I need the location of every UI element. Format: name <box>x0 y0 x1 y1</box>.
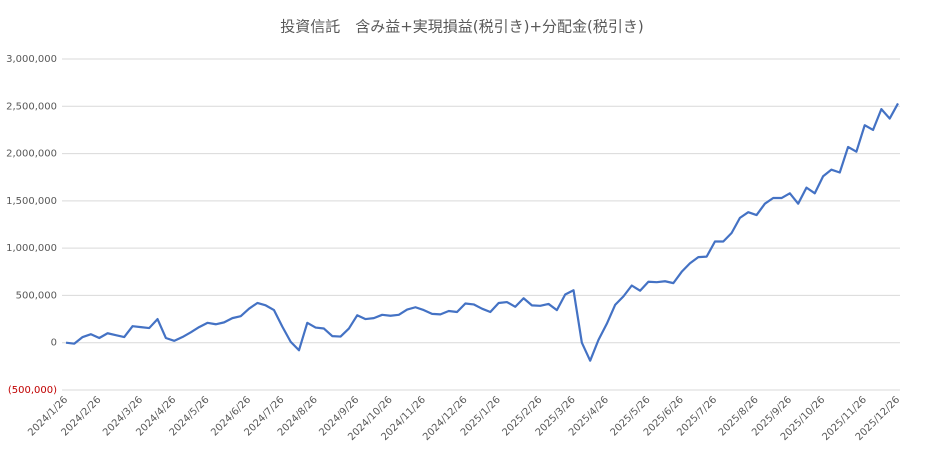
y-tick-label: 1,000,000 <box>6 243 57 254</box>
y-tick-label: 1,500,000 <box>6 196 57 207</box>
y-tick-label: 500,000 <box>16 290 57 301</box>
y-tick-label: 3,000,000 <box>6 54 57 65</box>
y-tick-label: 2,500,000 <box>6 101 57 112</box>
y-tick-label: (500,000) <box>8 385 57 396</box>
data-line <box>65 102 899 362</box>
y-tick-label: 2,000,000 <box>6 149 57 160</box>
chart-title: 投資信託 含み益+実現損益(税引き)+分配金(税引き) <box>280 18 644 36</box>
y-tick-label: 0 <box>51 338 57 349</box>
x-tick-label: 2024/12/26 <box>421 394 470 443</box>
